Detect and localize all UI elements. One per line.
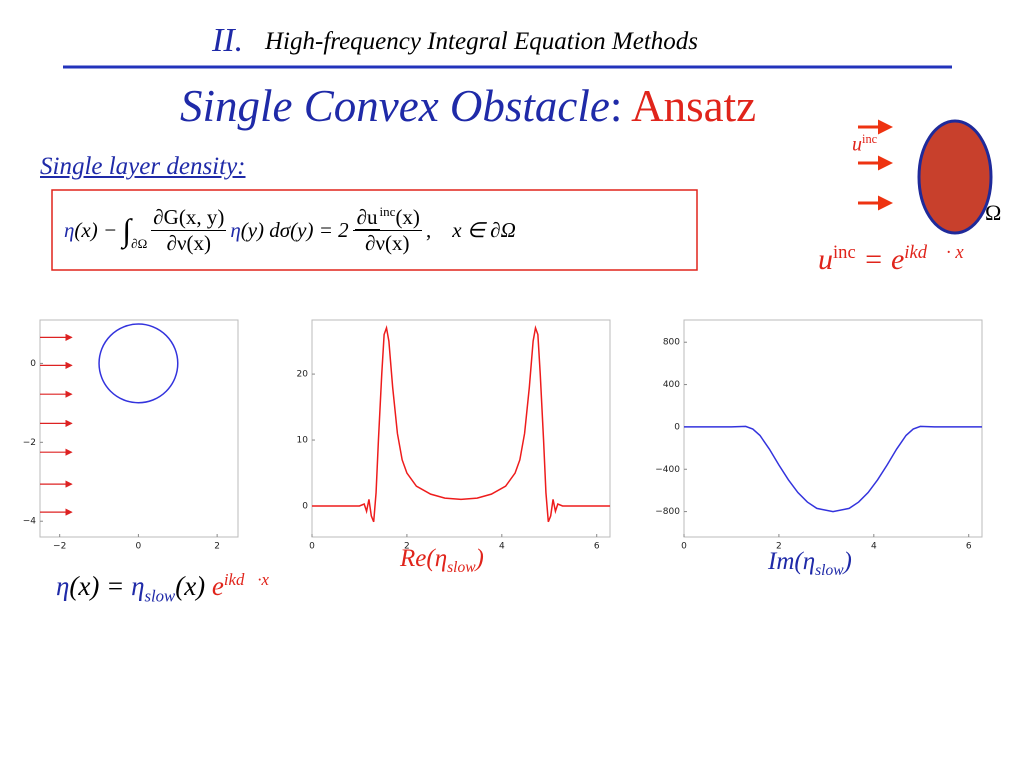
- caption: Im(ηslow): [768, 548, 852, 580]
- number: II.: [212, 22, 244, 59]
- eq: ∫: [122, 211, 132, 248]
- eq: inc: [379, 204, 396, 219]
- x-tick-label: 0: [681, 542, 687, 552]
- accent: Ansatz: [631, 81, 757, 131]
- eq: (x): [395, 205, 420, 229]
- incident-label: uinc: [852, 132, 877, 157]
- eq: ∂Ω: [131, 236, 148, 251]
- subheading: Single layer density:: [40, 153, 246, 181]
- e: e: [211, 571, 224, 601]
- eq: η: [230, 217, 241, 242]
- y-tick-label: 0: [30, 359, 36, 369]
- y-tick-label: 10: [297, 436, 309, 446]
- obstacle-circle: [98, 323, 179, 404]
- y-tick-label: 400: [663, 380, 680, 390]
- eq: x ∈ ∂Ω: [452, 217, 516, 242]
- y-tick-label: 0: [302, 502, 308, 512]
- caption-end: ): [843, 548, 852, 575]
- caption-base: Im(η: [768, 548, 816, 575]
- caption-base: Re(η: [400, 545, 448, 572]
- equation-box: [51, 189, 698, 271]
- eq: ∂ν(x): [166, 230, 211, 255]
- obstacle: [917, 119, 993, 235]
- exp: ikd⃗ · x: [904, 242, 964, 263]
- incident-formula: uinc = eikd⃗ · x: [818, 242, 964, 277]
- exp: ikd⃗·x: [224, 570, 269, 589]
- exp: ikd⃗·x: [223, 570, 269, 589]
- equation: η (x) − ∫ ∂Ω ∂G(x, y) ∂ν(x) η (y) dσ(y) = 2 …: [64, 198, 516, 262]
- y-tick-label: 0: [674, 422, 680, 432]
- caption-sub: slow: [447, 559, 476, 576]
- curve: [312, 325, 610, 523]
- eq: (y) dσ(y) = 2: [240, 217, 349, 242]
- eq: ∂G(x, y): [151, 204, 227, 231]
- x-tick-label: 4: [499, 542, 505, 552]
- y-tick-label: −2: [23, 438, 36, 448]
- eq: ∂u: [354, 205, 380, 230]
- section-title: High-frequency Integral Equation Methods: [265, 28, 698, 56]
- x-tick-label: 4: [871, 542, 877, 552]
- ansatz-formula: η(x) = ηslow(x) eikd⃗·x: [56, 570, 269, 606]
- sup: inc: [833, 242, 856, 263]
- section-number: II.: [212, 22, 243, 60]
- y-tick-label: −4: [23, 517, 37, 527]
- eta: η: [56, 571, 70, 601]
- x-tick-label: 2: [776, 542, 782, 552]
- caption-sub: slow: [815, 562, 844, 579]
- sub: slow: [144, 586, 176, 606]
- caption-end: ): [475, 545, 484, 572]
- eq: ,: [425, 217, 432, 242]
- curve: [684, 425, 982, 513]
- t: (x) =: [69, 571, 125, 601]
- plot-frame: [683, 319, 983, 538]
- y-tick-label: 800: [663, 338, 680, 348]
- y-tick-label: −400: [655, 465, 680, 475]
- y-tick-label: 20: [297, 370, 309, 380]
- subheading-text: Single layer density:: [40, 153, 246, 180]
- main: Single Convex Obstacle: [180, 81, 610, 131]
- domain-label: Ω: [985, 200, 1002, 225]
- t: (x): [175, 571, 206, 601]
- sub: slow: [145, 586, 176, 605]
- eq: (x) −: [74, 217, 118, 242]
- plot-frame: [39, 319, 239, 538]
- x-tick-label: 2: [214, 542, 220, 552]
- eq: ∂G(x, y) ∂ν(x): [151, 204, 227, 256]
- slide-title: Single Convex Obstacle: Ansatz: [180, 80, 756, 132]
- x-tick-label: −2: [53, 542, 66, 552]
- sup: inc: [862, 132, 878, 146]
- caption: Re(ηslow): [400, 545, 484, 577]
- eta: η: [131, 571, 145, 601]
- x-tick-label: 6: [966, 542, 972, 552]
- x-tick-label: 2: [404, 542, 410, 552]
- eq: ∂u inc(x) ∂ν(x): [352, 204, 422, 256]
- u: u: [852, 133, 862, 156]
- eq: η: [64, 217, 75, 242]
- sep: :: [609, 81, 623, 131]
- u: u: [818, 243, 833, 276]
- eq: = e: [863, 243, 905, 276]
- eq: ∂u inc(x): [352, 204, 422, 231]
- x-tick-label: 6: [594, 542, 600, 552]
- x-tick-label: 0: [136, 542, 142, 552]
- exp: ikd⃗ · x: [904, 242, 963, 263]
- plot-frame: [311, 319, 611, 538]
- x-tick-label: 0: [309, 542, 315, 552]
- eq: ∂ν(x): [365, 231, 410, 255]
- y-tick-label: −800: [655, 507, 680, 517]
- title: High-frequency Integral Equation Methods: [265, 28, 699, 55]
